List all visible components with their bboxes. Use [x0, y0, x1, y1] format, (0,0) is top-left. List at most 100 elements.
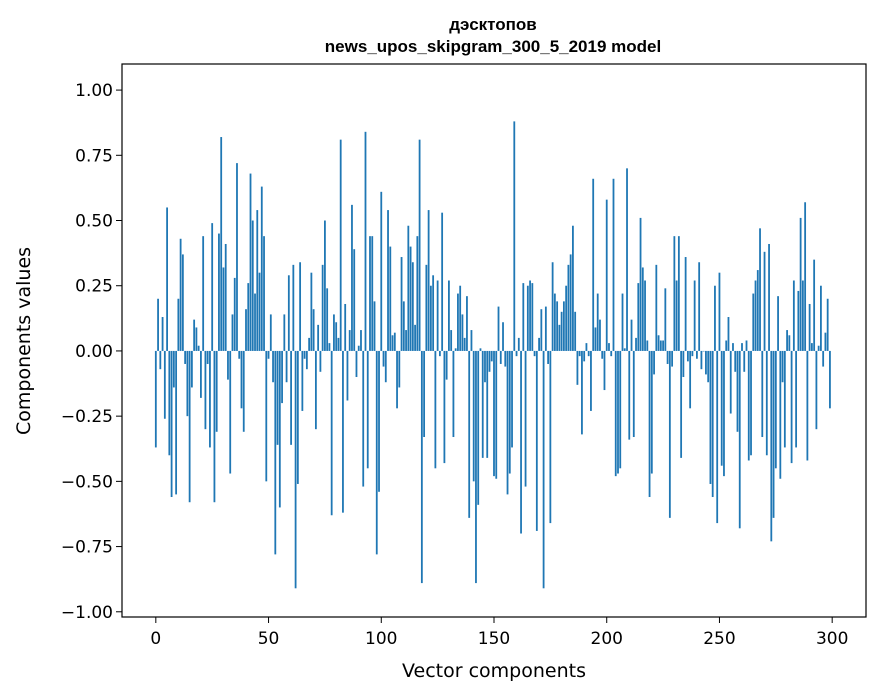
y-tick-label: 0.50	[75, 212, 113, 232]
bar-279	[783, 350, 786, 448]
y-tick-label: 0.75	[75, 146, 113, 166]
bar-87	[351, 204, 353, 351]
bar-217	[644, 280, 646, 351]
bar-272	[768, 243, 770, 351]
bar-70	[312, 309, 315, 351]
bar-172	[542, 350, 545, 589]
bar-180	[560, 311, 563, 351]
bar-29	[220, 137, 223, 351]
x-tick-label: 150	[478, 629, 510, 649]
bar-136	[461, 314, 464, 351]
bar-200	[605, 199, 608, 351]
bar-64	[299, 262, 302, 351]
bar-32	[227, 350, 229, 380]
bar-293	[815, 350, 818, 430]
bar-168	[533, 350, 536, 357]
bar-238	[691, 350, 694, 357]
bar-193	[590, 350, 592, 411]
bar-17	[193, 319, 196, 351]
bar-258	[736, 350, 739, 432]
bar-61	[292, 264, 295, 351]
bar-92	[362, 350, 365, 487]
bar-99	[378, 350, 380, 492]
bar-296	[822, 350, 825, 367]
bar-59	[287, 275, 290, 351]
bar-58	[285, 350, 288, 383]
bar-236	[686, 350, 689, 362]
y-tick-label: 1.00	[75, 81, 113, 101]
bar-267	[756, 270, 759, 351]
x-tick-label: 0	[150, 629, 161, 649]
bar-206	[619, 350, 622, 469]
bar-220	[650, 350, 653, 474]
bar-132	[452, 350, 455, 438]
bar-44	[254, 293, 256, 351]
bar-194	[592, 178, 595, 351]
bar-88	[353, 249, 356, 351]
bar-152	[497, 306, 500, 351]
bar-290	[808, 303, 811, 351]
bar-101	[382, 350, 385, 367]
bar-243	[702, 350, 705, 352]
bar-60	[290, 350, 292, 445]
bar-110	[402, 301, 405, 351]
bar-205	[617, 350, 619, 474]
bar-266	[754, 280, 757, 351]
bar-75	[324, 220, 326, 351]
bar-284	[795, 350, 798, 448]
bar-43	[251, 220, 254, 351]
bar-281	[788, 335, 791, 351]
chart-title-line2: news_upos_skipgram_300_5_2019 model	[325, 37, 661, 56]
bar-111	[405, 330, 407, 351]
bar-170	[538, 337, 540, 351]
y-tick-label: 0.00	[75, 342, 113, 362]
bar-104	[389, 246, 392, 351]
bar-228	[668, 350, 671, 518]
x-tick-label: 100	[365, 629, 397, 649]
bar-107	[396, 350, 398, 409]
bar-212	[632, 350, 635, 438]
bar-154	[502, 322, 504, 351]
bar-182	[565, 285, 568, 351]
bar-23	[206, 350, 209, 364]
bar-63	[296, 350, 299, 484]
bar-25	[211, 223, 214, 351]
bar-67	[305, 350, 308, 370]
bar-35	[233, 277, 236, 351]
bar-225	[662, 340, 664, 351]
bar-222	[655, 264, 658, 351]
bar-263	[747, 350, 750, 461]
bar-13	[184, 350, 187, 364]
bar-261	[743, 350, 746, 372]
bar-37	[238, 350, 241, 359]
bar-48	[263, 236, 265, 351]
bar-285	[797, 290, 800, 351]
bar-174	[547, 350, 550, 364]
bar-247	[711, 350, 714, 498]
bar-191	[585, 343, 588, 351]
bar-161	[517, 337, 520, 351]
bar-127	[441, 212, 444, 351]
bar-245	[707, 350, 710, 383]
chart-title-line1: дэсктопов	[449, 15, 537, 34]
bar-286	[799, 217, 802, 351]
bar-230	[673, 236, 676, 351]
bar-76	[326, 288, 329, 351]
bar-282	[790, 350, 793, 464]
bar-118	[420, 350, 423, 584]
x-tick-label: 300	[816, 629, 848, 649]
bar-7	[170, 350, 173, 498]
bar-11	[179, 238, 182, 351]
bar-128	[443, 350, 446, 464]
bar-93	[364, 131, 367, 351]
bar-109	[400, 257, 403, 351]
bar-12	[181, 254, 184, 351]
bar-204	[614, 350, 617, 477]
y-tick-label: 0.25	[75, 277, 113, 297]
bar-287	[801, 280, 804, 351]
bar-30	[222, 267, 225, 351]
bar-47	[260, 186, 263, 351]
bar-195	[594, 327, 597, 351]
bar-80	[335, 322, 338, 351]
y-tick-label: −1.00	[61, 603, 113, 623]
